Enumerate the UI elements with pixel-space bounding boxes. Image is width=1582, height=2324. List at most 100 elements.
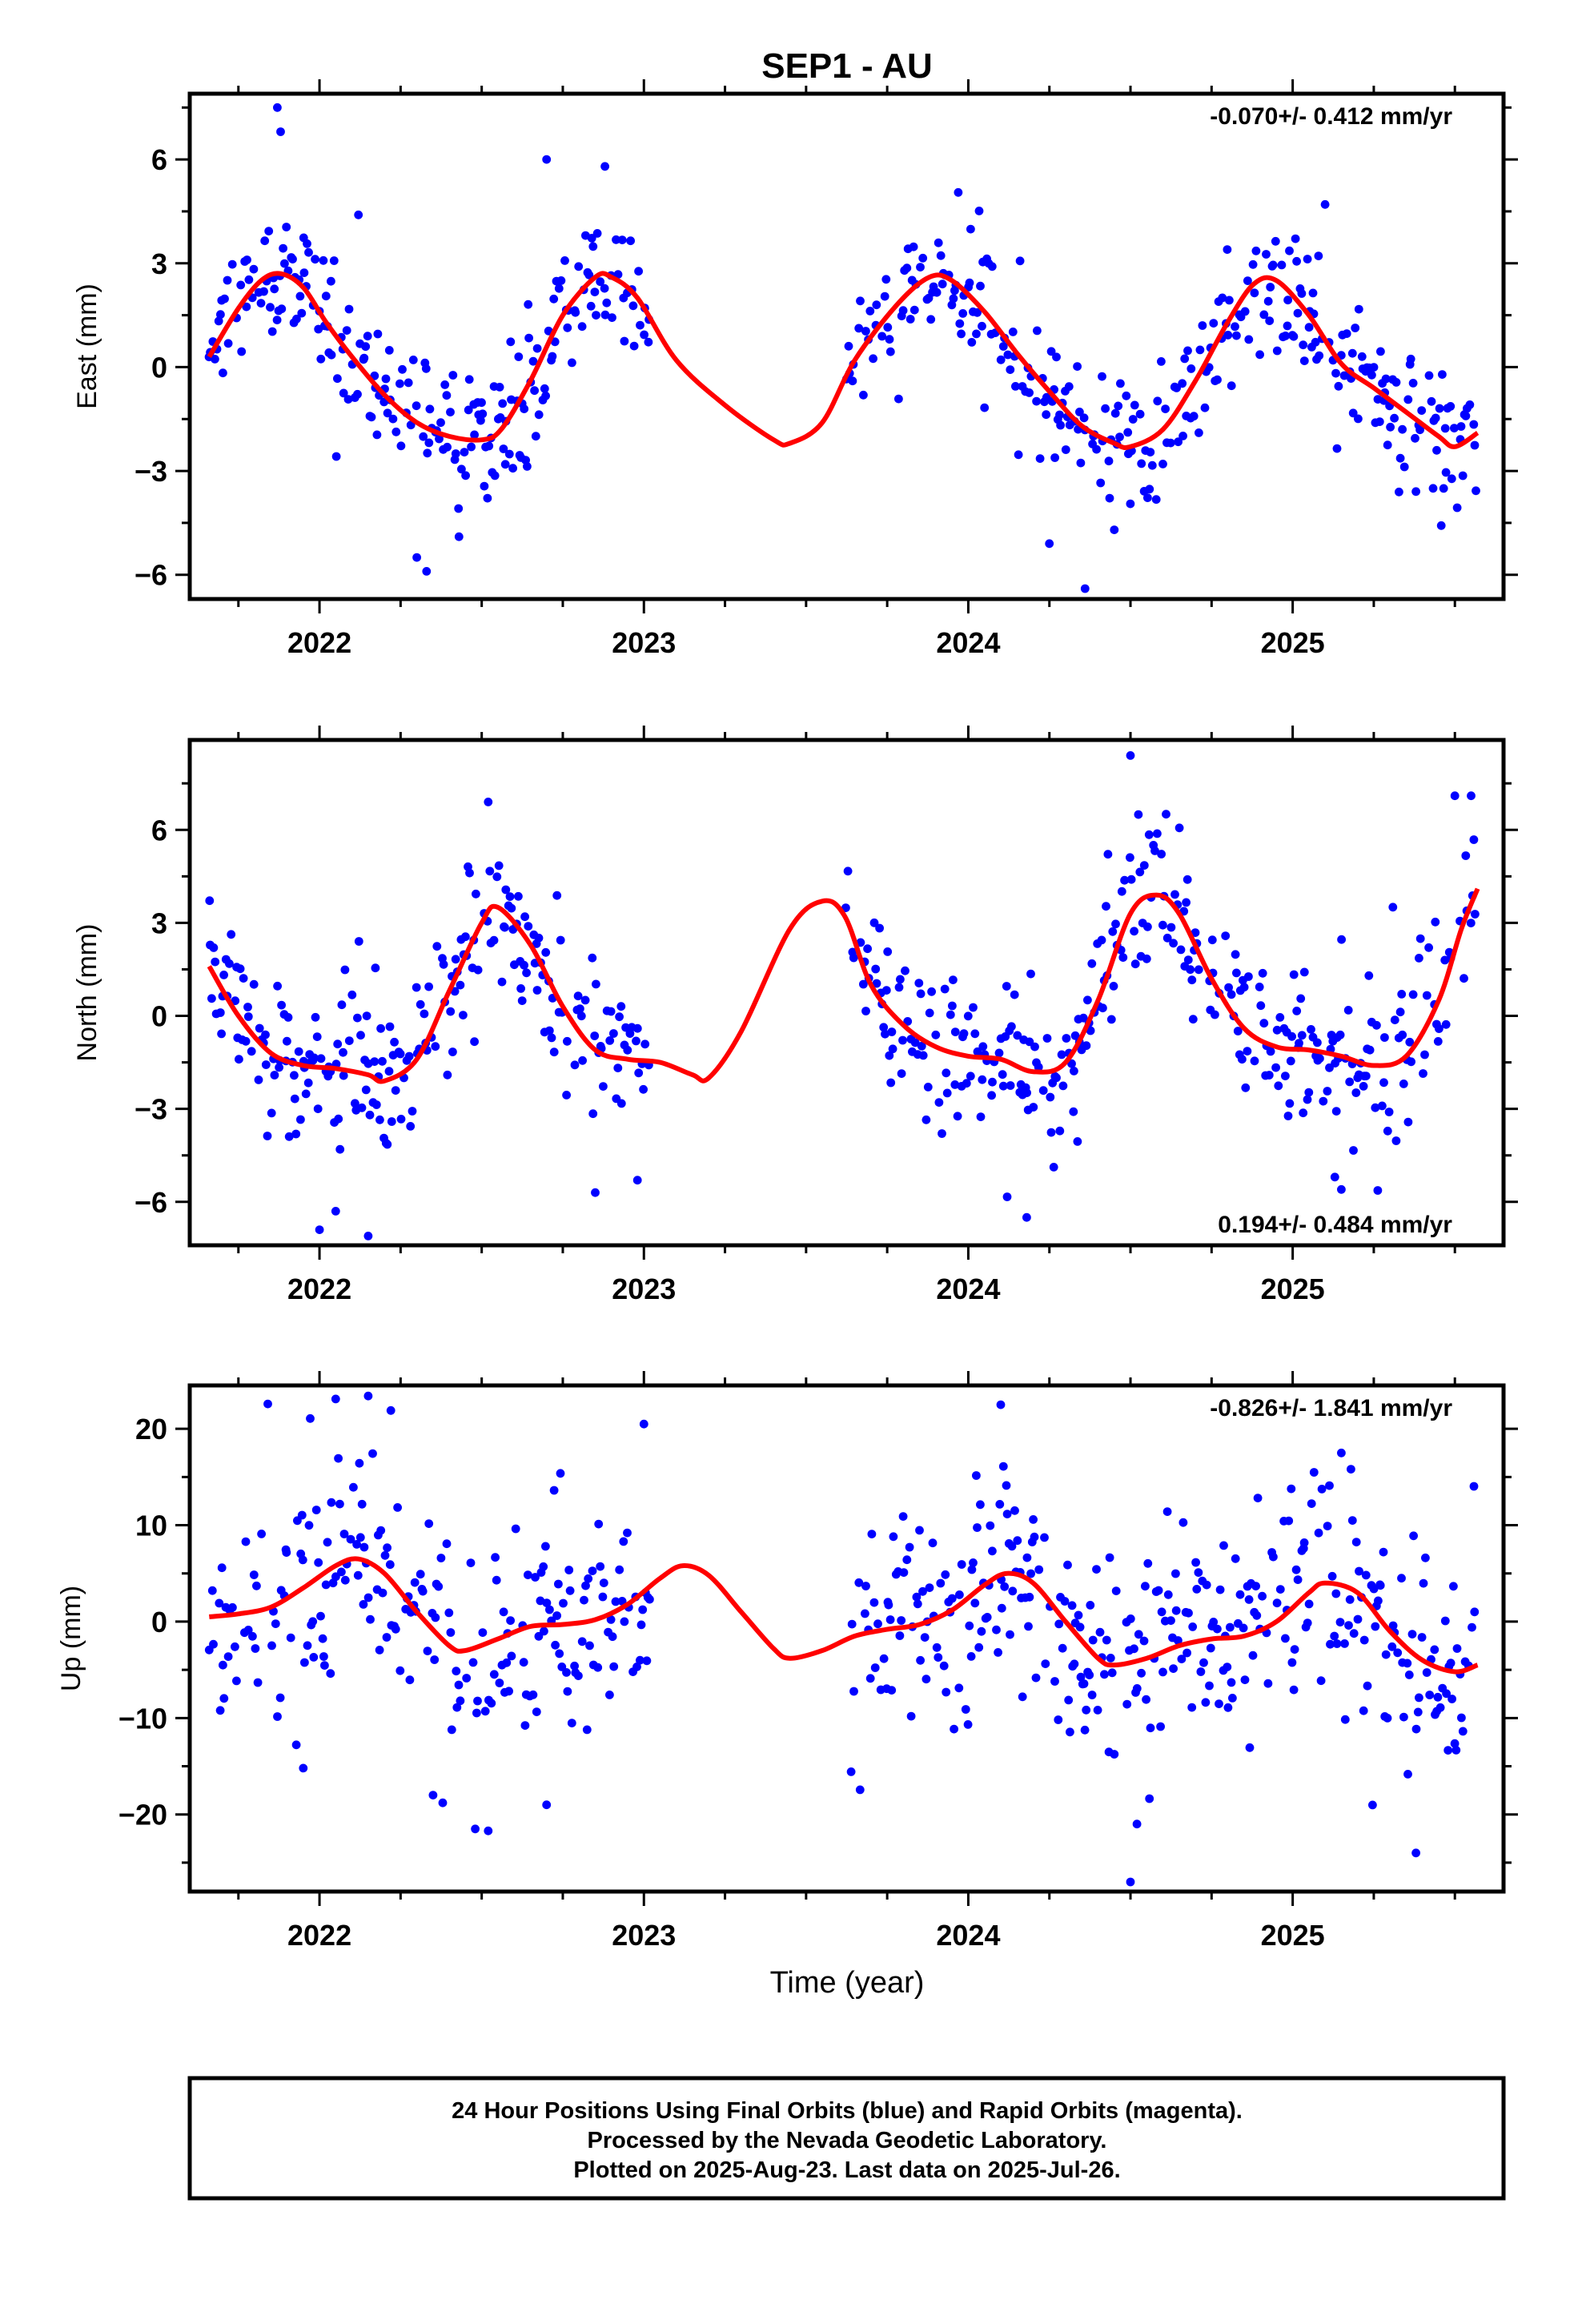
data-point	[1308, 288, 1318, 298]
data-point	[1275, 1585, 1285, 1594]
data-point	[1408, 379, 1418, 388]
data-point	[1440, 1616, 1450, 1626]
data-point	[286, 1633, 295, 1642]
data-point	[1265, 316, 1275, 325]
data-point	[1101, 404, 1110, 413]
data-point	[1407, 1057, 1415, 1067]
data-point	[591, 1188, 600, 1197]
data-point	[609, 1029, 618, 1038]
data-point	[235, 964, 245, 974]
data-point	[1223, 245, 1232, 254]
data-point	[530, 386, 539, 396]
data-point	[1435, 1024, 1443, 1033]
data-point	[620, 1617, 629, 1626]
data-point	[636, 1620, 646, 1630]
data-point	[468, 1658, 478, 1667]
data-point	[276, 127, 285, 136]
data-point	[865, 1674, 875, 1683]
data-point	[423, 1647, 432, 1656]
data-point	[592, 229, 602, 238]
data-point	[1330, 1631, 1339, 1641]
data-point	[1130, 400, 1139, 410]
data-point	[881, 1029, 889, 1039]
data-point	[1457, 1713, 1466, 1723]
data-point	[1348, 408, 1358, 418]
data-point	[1080, 1725, 1090, 1735]
data-point	[885, 335, 894, 344]
data-point	[297, 1510, 307, 1520]
data-point	[231, 996, 240, 1006]
data-point	[1107, 1668, 1117, 1678]
data-point	[1126, 875, 1136, 884]
data-point	[596, 277, 605, 287]
data-point	[421, 364, 431, 373]
data-point	[207, 1586, 217, 1595]
data-point	[424, 1519, 434, 1528]
data-point	[955, 319, 965, 328]
data-point	[1188, 1015, 1198, 1024]
data-point	[577, 322, 587, 332]
data-point	[396, 1666, 405, 1675]
data-point	[1114, 401, 1123, 411]
data-point	[241, 1537, 251, 1546]
data-point	[461, 932, 470, 942]
data-point	[565, 1586, 575, 1595]
data-point	[1176, 945, 1186, 955]
data-point	[446, 1007, 456, 1016]
data-point	[306, 1413, 315, 1423]
data-point	[940, 984, 950, 994]
data-point	[299, 268, 309, 277]
data-point	[454, 504, 464, 513]
data-point	[992, 1625, 1001, 1634]
data-point	[352, 1540, 361, 1549]
data-point	[1299, 1108, 1308, 1118]
data-point	[1292, 1007, 1302, 1015]
data-point	[645, 1594, 654, 1604]
data-point	[1323, 1087, 1332, 1096]
data-point	[211, 355, 219, 364]
data-point	[235, 1055, 243, 1064]
data-point	[599, 1578, 608, 1587]
data-point	[528, 1690, 538, 1699]
data-point	[997, 1603, 1006, 1613]
data-point	[1331, 368, 1340, 378]
y-tick-label: 3	[151, 247, 167, 280]
data-point	[887, 1686, 897, 1695]
data-point	[283, 1036, 291, 1046]
data-point	[880, 292, 889, 301]
data-point	[1231, 322, 1239, 332]
data-point	[586, 301, 596, 311]
data-point	[1074, 1610, 1083, 1620]
data-point	[1387, 1642, 1397, 1651]
data-point	[457, 464, 466, 474]
data-point	[219, 368, 227, 378]
data-point	[1111, 1586, 1121, 1595]
data-point	[869, 1598, 879, 1607]
data-point	[1289, 332, 1299, 341]
data-point	[571, 308, 580, 317]
data-point	[495, 1679, 504, 1687]
data-point	[1323, 1522, 1332, 1530]
data-point	[916, 989, 926, 999]
data-point	[375, 1646, 384, 1655]
data-point	[1343, 1006, 1353, 1015]
data-point	[636, 320, 644, 330]
data-point	[1465, 400, 1475, 409]
data-point	[1231, 950, 1240, 959]
data-point	[1227, 381, 1236, 391]
data-point	[251, 1644, 260, 1653]
data-point	[254, 1076, 263, 1084]
data-point	[484, 441, 494, 451]
data-point	[1316, 1676, 1326, 1686]
data-point	[1066, 1727, 1074, 1737]
data-point	[994, 1048, 1004, 1058]
data-point	[432, 942, 442, 951]
data-point	[223, 1652, 233, 1662]
data-point	[1376, 347, 1385, 356]
data-point	[582, 1725, 592, 1735]
data-point	[897, 1616, 906, 1625]
data-point	[1415, 1693, 1423, 1703]
data-point	[412, 401, 421, 411]
data-point	[619, 1537, 628, 1546]
data-point	[1098, 1003, 1107, 1013]
